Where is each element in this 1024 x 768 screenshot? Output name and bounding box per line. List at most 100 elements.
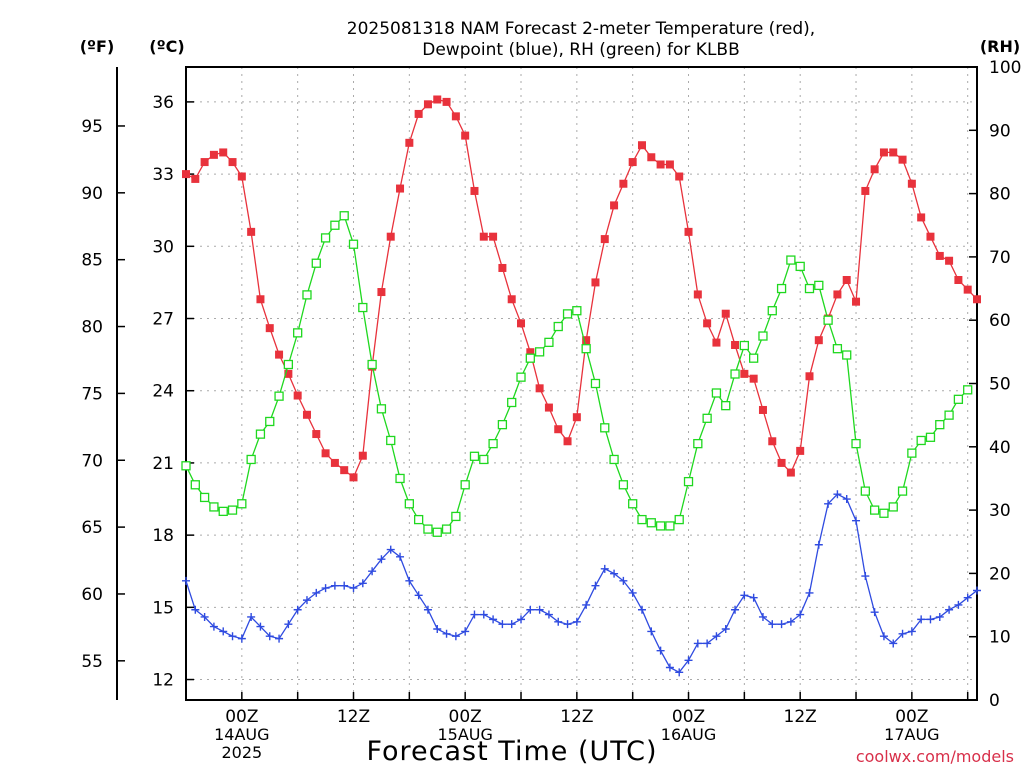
dewpoint-point: [479, 610, 488, 619]
dewpoint-point: [358, 579, 367, 588]
x-tick-label: 15AUG: [437, 725, 492, 744]
dewpoint-point: [721, 624, 730, 633]
temperature-point: [461, 131, 470, 140]
rh-point: [916, 435, 926, 446]
fahrenheit-tick-label: 60: [81, 585, 103, 605]
temperature-point: [582, 336, 591, 345]
rh-point: [516, 372, 526, 382]
temperature-point: [517, 319, 526, 328]
rh-point: [944, 410, 954, 420]
temperature-point: [619, 179, 628, 188]
dewpoint-point: [386, 545, 395, 554]
temperature-series: [182, 95, 981, 482]
dewpoint-point: [572, 617, 581, 626]
rh-point: [274, 391, 284, 401]
rh-point: [479, 454, 489, 465]
dewpoint-point: [228, 632, 237, 641]
rh-point: [721, 401, 731, 411]
dewpoint-point: [758, 612, 767, 621]
rh-point: [609, 454, 619, 465]
fahrenheit-tick-label: 80: [81, 318, 103, 338]
rh-point: [702, 413, 712, 423]
rh-point: [907, 448, 917, 458]
temperature-point: [889, 148, 898, 157]
dewpoint-point: [731, 605, 740, 614]
dewpoint-point: [182, 576, 190, 585]
rh-point: [665, 521, 675, 531]
rh-point: [376, 404, 387, 414]
temperature-point: [442, 97, 451, 106]
fahrenheit-tick-label: 70: [81, 451, 103, 471]
rh-point: [823, 315, 833, 325]
dewpoint-point: [786, 617, 795, 626]
temperature-point: [182, 170, 190, 179]
dewpoint-point: [926, 615, 935, 624]
dewpoint-point: [628, 588, 637, 597]
x-tick-label: 12Z: [784, 707, 817, 727]
temperature-point: [247, 227, 256, 236]
x-tick-label: 2025: [221, 743, 262, 762]
rh-point: [320, 233, 331, 243]
dewpoint-point: [396, 552, 405, 561]
temperature-point: [852, 297, 861, 306]
temperature-point: [377, 288, 386, 297]
temperature-point: [479, 232, 488, 241]
temperature-point: [535, 384, 544, 393]
celsius-tick-label: 27: [152, 310, 174, 330]
rh-tick-label: 30: [989, 501, 1011, 521]
dewpoint-line: [185, 493, 978, 674]
dewpoint-point: [451, 632, 460, 641]
series: [181, 95, 981, 677]
temperature-point: [330, 458, 339, 467]
dewpoint-point: [619, 576, 628, 585]
rh-point: [814, 280, 824, 291]
dewpoint-point: [740, 591, 749, 600]
temperature-point: [842, 276, 851, 285]
x-tick-label: 12Z: [560, 707, 593, 727]
temperature-point: [498, 263, 507, 272]
temperature-point: [228, 158, 237, 167]
temperature-point: [414, 109, 423, 118]
dewpoint-point: [461, 627, 470, 636]
temperature-point: [572, 413, 581, 422]
temperature-point: [544, 403, 553, 412]
x-tick-label: 16AUG: [661, 725, 716, 744]
dewpoint-point: [852, 516, 861, 525]
temperature-point: [265, 324, 274, 333]
x-tick-label: 00Z: [225, 707, 258, 727]
dewpoint-point: [879, 632, 888, 641]
dewpoint-point: [209, 622, 218, 631]
rh-point: [879, 508, 889, 518]
rh-point: [293, 328, 303, 338]
x-axis-title: Forecast Time (UTC): [366, 736, 657, 767]
x-tick-label: 14AUG: [214, 725, 269, 744]
rh-point: [339, 211, 349, 221]
rh-point: [832, 344, 843, 354]
temperature-point: [637, 141, 646, 150]
temperature-point: [321, 449, 330, 458]
temperature-point: [675, 172, 684, 181]
rh-point: [302, 290, 312, 300]
temperature-point: [768, 437, 777, 446]
rh-point: [655, 521, 666, 531]
dewpoint-point: [405, 576, 414, 585]
dewpoint-point: [842, 495, 851, 504]
dewpoint-point: [684, 656, 693, 665]
rh-point: [237, 499, 247, 509]
x-tick-label: 17AUG: [884, 725, 939, 744]
temperature-point: [349, 473, 358, 482]
rh-point: [572, 306, 582, 316]
temperature-point: [656, 160, 665, 169]
dewpoint-point: [284, 620, 293, 629]
dewpoint-point: [470, 610, 479, 619]
temperature-point: [954, 276, 963, 285]
temperature-point: [721, 309, 730, 318]
temperature-point: [191, 174, 200, 183]
dewpoint-point: [889, 639, 898, 648]
temperature-point: [405, 138, 414, 147]
rh-point: [860, 486, 870, 496]
rh-point: [423, 524, 433, 534]
rh-point: [758, 331, 768, 341]
dewpoint-point: [665, 663, 674, 672]
temperature-point: [898, 155, 907, 164]
